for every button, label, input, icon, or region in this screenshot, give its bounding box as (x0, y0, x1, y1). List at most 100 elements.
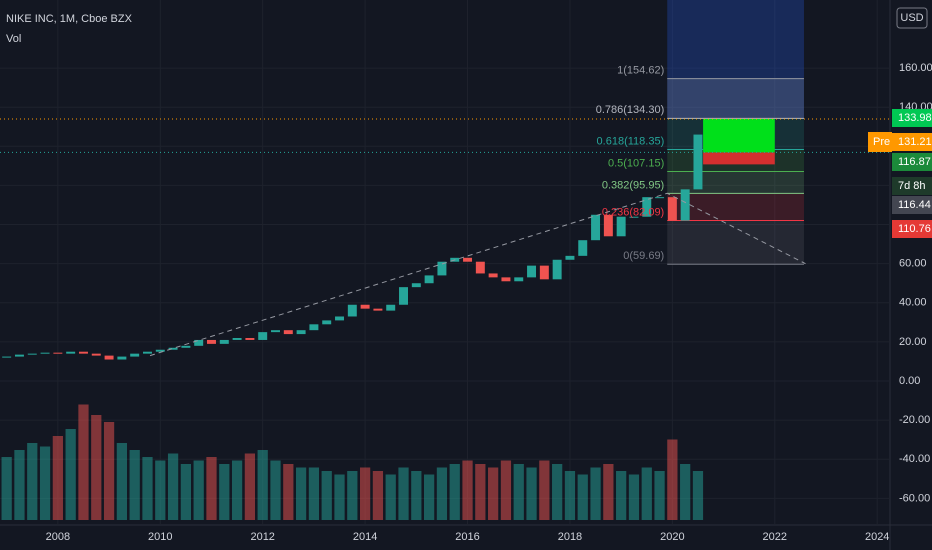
volume-bar (52, 436, 63, 520)
volume-bar (27, 443, 38, 520)
volume-bar (180, 464, 192, 520)
candle-body (296, 330, 306, 335)
fib-zone (667, 78, 804, 119)
volume-bar (564, 471, 576, 520)
candle-body (53, 352, 63, 354)
x-tick-label: 2008 (46, 531, 70, 543)
price-label: 131.21 (898, 136, 932, 148)
volume-bar (667, 439, 678, 520)
volume-bar (680, 464, 691, 520)
volume-bar (449, 464, 460, 520)
candle-body (463, 257, 473, 262)
price-label: 110.76 (898, 223, 931, 235)
volume-bar (334, 474, 345, 520)
candle-body (565, 255, 575, 260)
volume-bar (436, 467, 448, 520)
y-tick-label: 60.00 (899, 258, 927, 270)
candle-body (283, 330, 293, 335)
volume-bar (39, 446, 51, 520)
currency-box[interactable] (896, 7, 928, 29)
candle-body (501, 277, 511, 282)
x-tick-label: 2014 (353, 531, 377, 543)
volume-bar (692, 471, 704, 520)
candle-body (680, 189, 690, 221)
volume-bar (257, 450, 268, 520)
y-tick-label: -40.00 (899, 453, 930, 465)
candle-body (322, 320, 332, 325)
candle-body (347, 304, 357, 317)
volume-bar (385, 474, 396, 520)
fib-label: 0(59.69) (623, 250, 664, 262)
fib-label: 0.618(118.35) (597, 135, 665, 147)
volume-bar (577, 474, 588, 520)
candle-body (130, 353, 140, 357)
candle-body (245, 338, 255, 340)
x-tick-label: 2010 (148, 531, 172, 543)
candle-body (488, 273, 498, 278)
volume-bar (654, 471, 665, 520)
y-tick-label: 160.00 (899, 62, 932, 74)
fib-label: 0.382(95.95) (602, 179, 664, 191)
candle-body (386, 304, 396, 311)
x-tick-label: 2016 (455, 531, 479, 543)
price-label: 116.44 (898, 199, 931, 211)
fib-label: 0.786(134.30) (596, 104, 665, 116)
volume-bar (359, 467, 371, 520)
candle-body (693, 134, 703, 190)
candle-body (539, 265, 549, 280)
price-label-box (892, 177, 932, 195)
volume-bar (513, 464, 524, 520)
currency[interactable]: USD (900, 12, 923, 24)
volume-bar (78, 404, 89, 520)
volume-bar (206, 457, 217, 520)
price-label: 116.87 (898, 156, 931, 168)
y-tick-label: -60.00 (899, 492, 930, 504)
price-label: 133.98 (898, 112, 932, 124)
volume-bar (539, 460, 550, 520)
candle-body (642, 197, 652, 217)
volume-bar (91, 415, 102, 520)
candle-body (309, 324, 319, 331)
price-label-box (892, 133, 932, 151)
trendline (149, 192, 806, 357)
candle-body (411, 283, 421, 288)
volume-bar (526, 467, 537, 520)
volume-bar (641, 467, 652, 520)
candle-body (475, 261, 485, 274)
volume-bar (500, 460, 512, 520)
stop-box (703, 152, 775, 165)
x-tick-label: 2024 (865, 531, 889, 543)
volume-bar (488, 467, 499, 520)
candle-body (437, 261, 447, 276)
candle-body (155, 349, 165, 352)
volume-bar (372, 471, 384, 520)
volume-bar (347, 471, 358, 520)
volume-bar (616, 471, 627, 520)
candle-body (616, 216, 626, 237)
price-label-box (892, 109, 932, 127)
volume-bar (193, 460, 204, 520)
target-box (703, 118, 775, 153)
candle-body (552, 259, 562, 280)
candle-body (14, 354, 24, 357)
candle-body (168, 347, 178, 350)
candle-body (335, 316, 344, 321)
volume-bar (475, 464, 486, 520)
price-label-box (892, 196, 932, 214)
volume-bar (295, 467, 307, 520)
candle-body (360, 304, 370, 309)
volume-bar (219, 464, 230, 520)
candle-body (2, 356, 12, 358)
x-tick-label: 2012 (250, 531, 274, 543)
candle-body (40, 352, 50, 354)
volume-bar (142, 457, 153, 520)
volume-bar (628, 474, 640, 520)
candle-body (399, 287, 409, 305)
volume-bar (1, 457, 12, 520)
volume-bar (424, 474, 435, 520)
x-tick-label: 2018 (558, 531, 582, 543)
candle-body (207, 339, 216, 344)
position-zone (667, 0, 804, 119)
candle-body (578, 240, 588, 256)
